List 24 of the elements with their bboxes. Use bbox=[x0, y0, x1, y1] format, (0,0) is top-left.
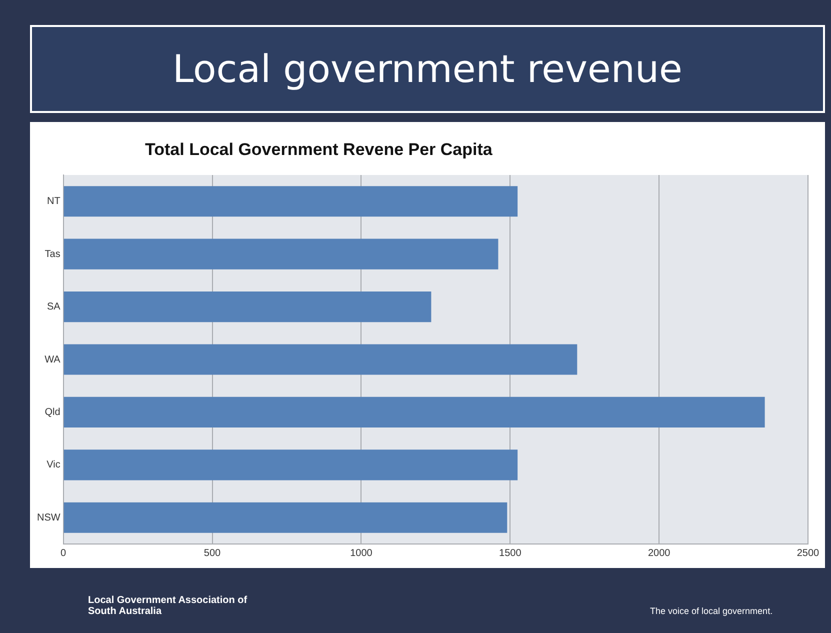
text: Local Government Association of South Australia bbox=[88, 595, 248, 617]
x-tick-label: 500 bbox=[204, 548, 222, 559]
x-tick-label: 1000 bbox=[350, 548, 373, 559]
bar bbox=[64, 238, 498, 270]
x-tick-label: 0 bbox=[60, 548, 67, 559]
bar bbox=[64, 502, 508, 533]
bar bbox=[64, 292, 432, 322]
bar bbox=[64, 396, 765, 428]
bar bbox=[64, 344, 578, 375]
y-tick-label: WA bbox=[44, 354, 61, 366]
x-tick-label: 2000 bbox=[648, 548, 671, 559]
y-tick-label: Vic bbox=[46, 460, 60, 471]
y-tick-label: Tas bbox=[44, 248, 60, 260]
y-tick-label: Qld bbox=[44, 406, 60, 418]
chart-subtitle: Total Local Government Revene Per Capita bbox=[145, 140, 492, 160]
bar bbox=[64, 186, 518, 217]
y-tick-label: NT bbox=[46, 196, 60, 208]
x-tick-label: 1500 bbox=[499, 548, 522, 559]
y-tick-label: NSW bbox=[36, 512, 61, 524]
bar bbox=[64, 450, 518, 480]
text: The voice of local government. bbox=[650, 606, 773, 616]
y-tick-label: SA bbox=[46, 302, 61, 313]
x-tick-label: 2500 bbox=[796, 548, 820, 559]
chart-title: Local government revenue bbox=[30, 25, 825, 113]
